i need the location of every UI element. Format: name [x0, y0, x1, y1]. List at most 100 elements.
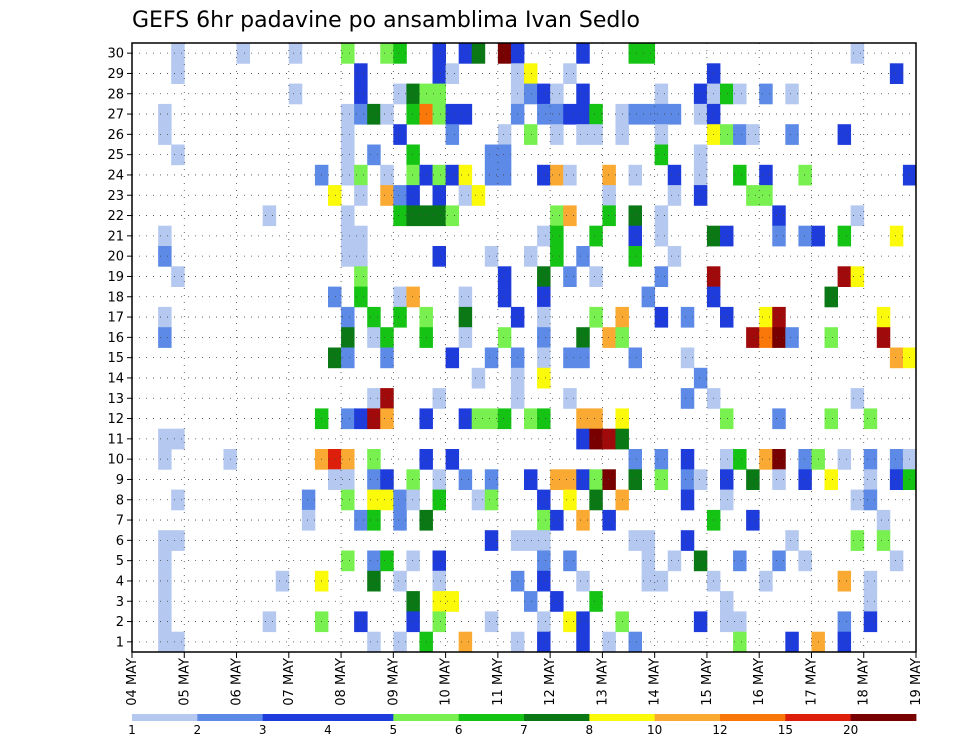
cell-m3-t23 — [432, 591, 446, 612]
cell-m22-t23 — [432, 205, 446, 227]
cell-m23-t21 — [406, 185, 420, 206]
cell-m17-t18 — [367, 306, 381, 328]
cell-m21-t17 — [354, 225, 368, 247]
cell-m3-t21 — [406, 591, 420, 612]
cell-m26-t47 — [746, 124, 760, 145]
cell-m28-t17 — [354, 83, 368, 105]
cell-m8-t42 — [680, 489, 695, 511]
y-tick-label: 16 — [107, 331, 124, 346]
cell-m21-t54 — [837, 225, 852, 247]
cell-m25-t18 — [367, 144, 381, 166]
cell-m12-t35 — [589, 408, 603, 430]
y-tick-label: 21 — [107, 229, 124, 244]
cell-m21-t35 — [589, 225, 603, 247]
cell-m3-t30 — [524, 591, 538, 612]
cell-m5-t23 — [432, 550, 446, 572]
y-tick-label: 11 — [107, 432, 124, 447]
cell-m28-t20 — [393, 83, 407, 105]
cell-m16-t28 — [497, 327, 512, 348]
cell-m21-t2 — [158, 225, 172, 247]
x-tick-label: 07 MAY — [282, 658, 297, 706]
cell-m10-t42 — [680, 449, 695, 470]
cell-m28-t45 — [720, 83, 734, 105]
cell-m15-t24 — [445, 347, 460, 369]
cell-m21-t16 — [341, 225, 355, 247]
cell-m27-t21 — [406, 103, 420, 125]
cell-m6-t42 — [680, 530, 695, 551]
cell-m20-t32 — [550, 246, 564, 267]
cell-m12-t16 — [341, 408, 355, 430]
cell-m30-t34 — [576, 43, 590, 64]
cell-m3-t56 — [863, 591, 878, 612]
y-tick-label: 9 — [116, 473, 124, 488]
cell-m16-t16 — [341, 327, 355, 348]
cell-m20-t2 — [158, 246, 172, 267]
cell-m4-t11 — [275, 570, 290, 592]
colorbar-label: 3 — [259, 723, 267, 737]
cell-m15-t16 — [341, 347, 355, 369]
colorbar-swatch — [393, 714, 460, 721]
cell-m27-t43 — [693, 103, 708, 125]
y-tick-label: 24 — [107, 168, 124, 183]
cell-m18-t21 — [406, 286, 420, 308]
cell-m23-t43 — [693, 185, 708, 206]
cell-m7-t20 — [393, 509, 407, 531]
colorbar-swatch — [654, 714, 721, 721]
y-tick-label: 4 — [116, 574, 124, 589]
cell-m9-t27 — [484, 469, 499, 490]
cell-m5-t2 — [158, 550, 172, 572]
cell-m25-t28 — [497, 144, 512, 166]
cell-m3-t24 — [445, 591, 460, 612]
cell-m19-t17 — [354, 266, 368, 287]
cell-m12-t28 — [497, 408, 512, 430]
cell-m1-t50 — [785, 631, 799, 653]
cell-m16-t49 — [772, 327, 786, 348]
cell-m12-t25 — [458, 408, 473, 430]
x-tick-label: 15 MAY — [700, 658, 715, 706]
cell-m30-t12 — [288, 43, 303, 64]
cell-m26-t2 — [158, 124, 172, 145]
cell-m13-t42 — [680, 388, 695, 409]
cell-m29-t17 — [354, 63, 368, 84]
cell-m27-t34 — [576, 103, 590, 125]
cell-m30-t38 — [628, 43, 642, 64]
cell-m26-t35 — [589, 124, 603, 145]
cell-m26-t45 — [720, 124, 734, 145]
cell-m9-t16 — [341, 469, 355, 490]
y-tick-label: 15 — [107, 351, 124, 366]
x-tick-label: 18 MAY — [857, 658, 872, 706]
y-tick-label: 28 — [107, 87, 124, 102]
x-tick-label: 06 MAY — [230, 658, 245, 706]
cell-m6-t50 — [785, 530, 799, 551]
cell-m27-t35 — [589, 103, 603, 125]
cell-m13-t33 — [563, 388, 577, 409]
cell-m23-t41 — [667, 185, 682, 206]
cell-m22-t33 — [563, 205, 577, 227]
cell-m27-t16 — [341, 103, 355, 125]
cell-m5-t31 — [537, 550, 551, 572]
cell-m12-t31 — [537, 408, 551, 430]
cell-m23-t48 — [759, 185, 773, 206]
cell-m20-t34 — [576, 246, 590, 267]
colorbar-swatch — [850, 714, 917, 721]
cell-m9-t47 — [746, 469, 760, 490]
cell-m8-t56 — [863, 489, 878, 511]
y-tick-label: 10 — [107, 453, 124, 468]
cell-m16-t53 — [824, 327, 838, 348]
cell-m11-t35 — [589, 428, 603, 450]
x-axis-ticks: 04 MAY 05 MAY 06 MAY 07 MAY 08 MAY 09 MAY 10 M… — [125, 652, 924, 706]
chart-title: GEFS 6hr padavine po ansamblima Ivan Sed… — [132, 8, 640, 33]
cell-m5-t19 — [380, 550, 394, 572]
y-tick-label: 1 — [116, 635, 124, 650]
cell-m9-t56 — [863, 469, 878, 490]
cell-m10-t40 — [654, 449, 669, 470]
cell-m1-t31 — [537, 631, 551, 653]
cell-m23-t25 — [458, 185, 473, 206]
cell-m26-t54 — [837, 124, 852, 145]
cell-m5-t51 — [798, 550, 812, 572]
cell-m21-t31 — [537, 225, 551, 247]
cell-m17-t42 — [680, 306, 695, 328]
cell-m7-t31 — [537, 509, 551, 531]
cell-m7-t18 — [367, 509, 381, 531]
cell-m24-t27 — [484, 164, 499, 186]
